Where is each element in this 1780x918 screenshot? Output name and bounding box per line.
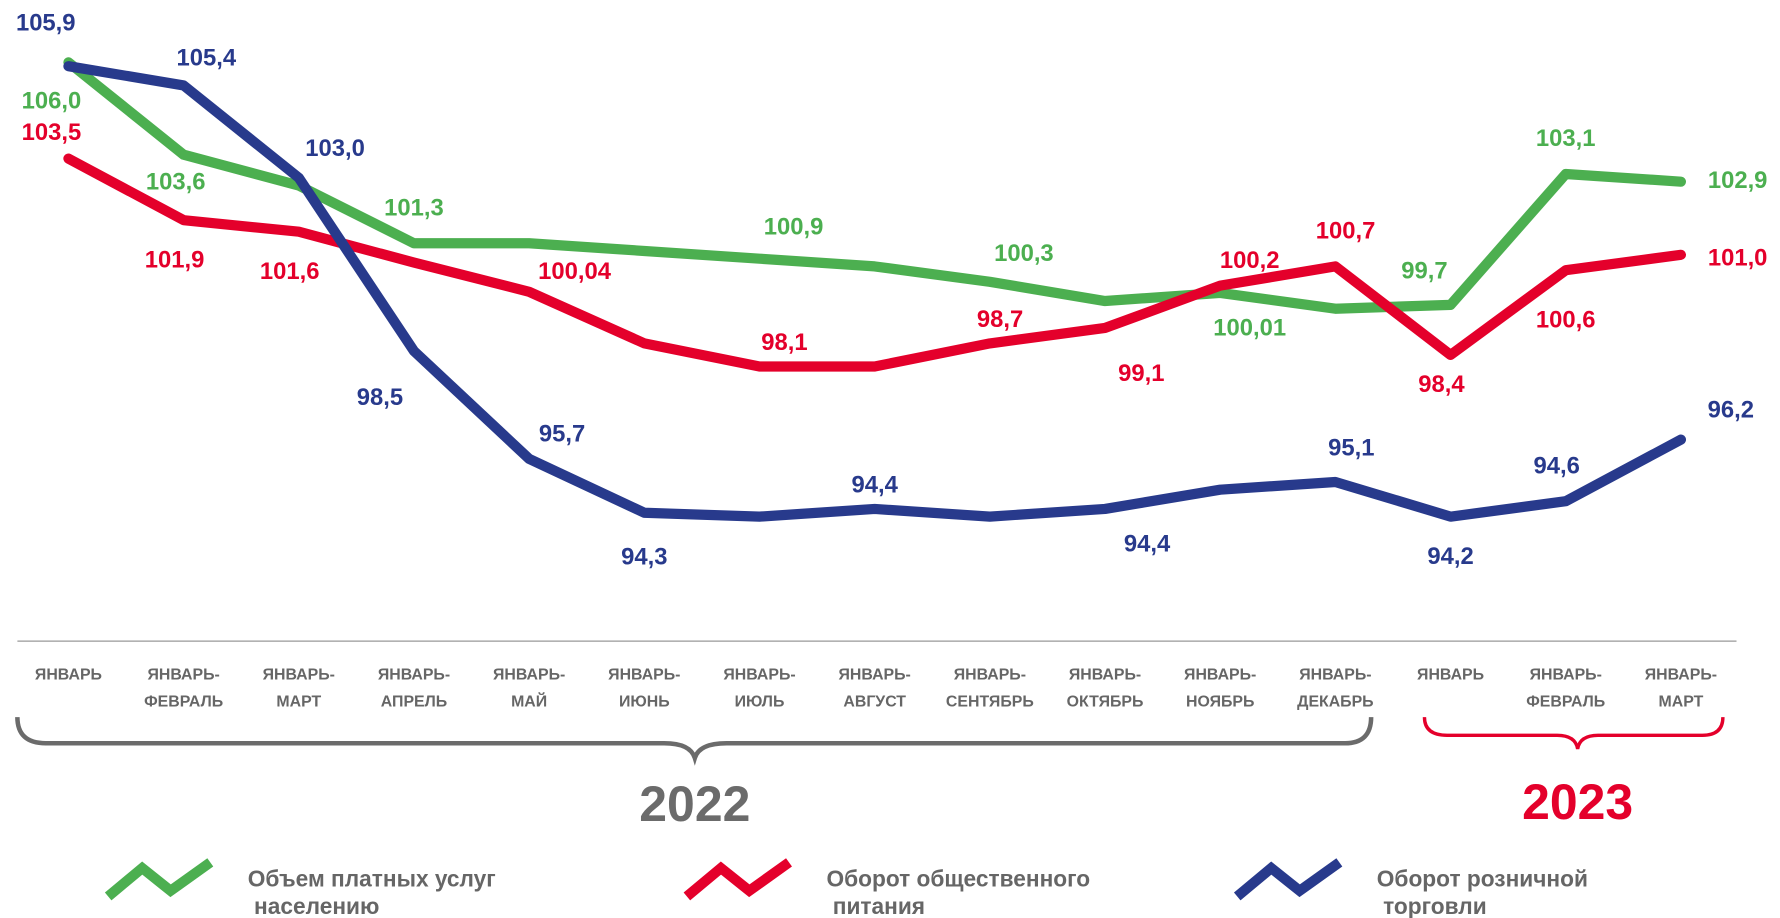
x-tick-label: МАЙ xyxy=(511,692,547,711)
value-label: 101,3 xyxy=(384,195,444,222)
x-tick-label: ЯНВАРЬ- xyxy=(1184,666,1256,683)
x-tick-label: ЯНВАРЬ- xyxy=(954,666,1026,683)
x-tick-label: ИЮНЬ xyxy=(619,694,670,711)
x-tick-label: ЯНВАРЬ- xyxy=(1645,666,1717,683)
x-tick-label: ФЕВРАЛЬ xyxy=(144,694,223,711)
value-label: 96,2 xyxy=(1708,397,1754,424)
value-label: 103,0 xyxy=(305,135,365,162)
value-label: 98,5 xyxy=(357,384,403,411)
series-line xyxy=(63,57,1687,314)
x-tick-label: ЯНВАРЬ- xyxy=(147,666,219,683)
value-label: 105,4 xyxy=(177,45,237,72)
value-label: 103,5 xyxy=(22,119,82,146)
value-label: 94,3 xyxy=(621,543,667,570)
value-label: 99,1 xyxy=(1118,360,1164,387)
x-tick-label: ЯНВАРЬ- xyxy=(1069,666,1141,683)
x-tick-label: ЯНВАРЬ- xyxy=(723,666,795,683)
value-label: 99,7 xyxy=(1401,257,1447,284)
value-label: 94,4 xyxy=(1124,531,1171,558)
value-label: 94,2 xyxy=(1427,543,1473,570)
value-label: 100,7 xyxy=(1316,218,1376,245)
value-label: 101,6 xyxy=(260,258,320,285)
series-line xyxy=(63,61,1687,522)
x-tick-label: ЯНВАРЬ- xyxy=(1530,666,1602,683)
x-tick-label: СЕНТЯБРЬ xyxy=(946,694,1034,711)
legend-label: Оборот розничной торговли xyxy=(1377,866,1588,918)
x-tick-label: ОКТЯБРЬ xyxy=(1067,694,1144,711)
legend-swatch xyxy=(683,858,792,901)
x-tick-label: МАРТ xyxy=(1659,694,1704,711)
value-label: 100,01 xyxy=(1213,315,1286,342)
x-tick-label: ЯНВАРЬ xyxy=(35,666,102,683)
value-label: 100,9 xyxy=(764,213,824,240)
value-label: 98,4 xyxy=(1418,371,1465,398)
value-label: 95,1 xyxy=(1328,434,1374,461)
x-tick-label: НОЯБРЬ xyxy=(1186,694,1254,711)
value-label: 95,7 xyxy=(539,420,585,447)
x-tick-label: ИЮЛЬ xyxy=(735,694,785,711)
group-label: 2022 xyxy=(639,776,750,832)
brace-2022 xyxy=(15,717,1374,766)
value-label: 98,7 xyxy=(977,306,1023,333)
x-tick-label: ЯНВАРЬ xyxy=(1417,666,1484,683)
legend-swatch xyxy=(1233,858,1343,901)
value-label: 100,04 xyxy=(538,258,612,285)
value-label: 101,0 xyxy=(1708,245,1768,272)
legend-label: Оборот общественного питания xyxy=(826,866,1090,918)
x-tick-label: АВГУСТ xyxy=(843,694,906,711)
group-label: 2023 xyxy=(1522,774,1633,830)
x-tick-label: ЯНВАРЬ- xyxy=(378,666,450,683)
value-label: 102,9 xyxy=(1708,167,1768,194)
x-tick-label: ЯНВАРЬ- xyxy=(839,666,911,683)
x-tick-label: ФЕВРАЛЬ xyxy=(1526,694,1605,711)
x-tick-label: ЯНВАРЬ- xyxy=(608,666,680,683)
x-tick-label: ЯНВАРЬ- xyxy=(1299,666,1371,683)
value-label: 105,9 xyxy=(16,9,76,36)
x-tick-label: МАРТ xyxy=(276,694,321,711)
brace-2023 xyxy=(1422,717,1725,750)
legend-swatch xyxy=(104,858,214,901)
value-label: 100,2 xyxy=(1220,247,1280,274)
value-label: 101,9 xyxy=(145,246,205,273)
x-tick-label: ЯНВАРЬ- xyxy=(263,666,335,683)
value-label: 100,3 xyxy=(994,240,1054,267)
value-label: 94,6 xyxy=(1533,452,1579,479)
x-tick-label: АПРЕЛЬ xyxy=(381,694,447,711)
value-label: 100,6 xyxy=(1536,307,1596,334)
legend-label: Объем платных услуг населению xyxy=(248,866,496,918)
x-tick-label: ДЕКАБРЬ xyxy=(1297,694,1373,711)
value-label: 103,6 xyxy=(146,168,206,195)
value-label: 103,1 xyxy=(1536,125,1596,152)
value-label: 98,1 xyxy=(761,329,807,356)
value-label: 106,0 xyxy=(22,87,82,114)
value-label: 94,4 xyxy=(852,472,899,499)
x-tick-label: ЯНВАРЬ- xyxy=(493,666,565,683)
